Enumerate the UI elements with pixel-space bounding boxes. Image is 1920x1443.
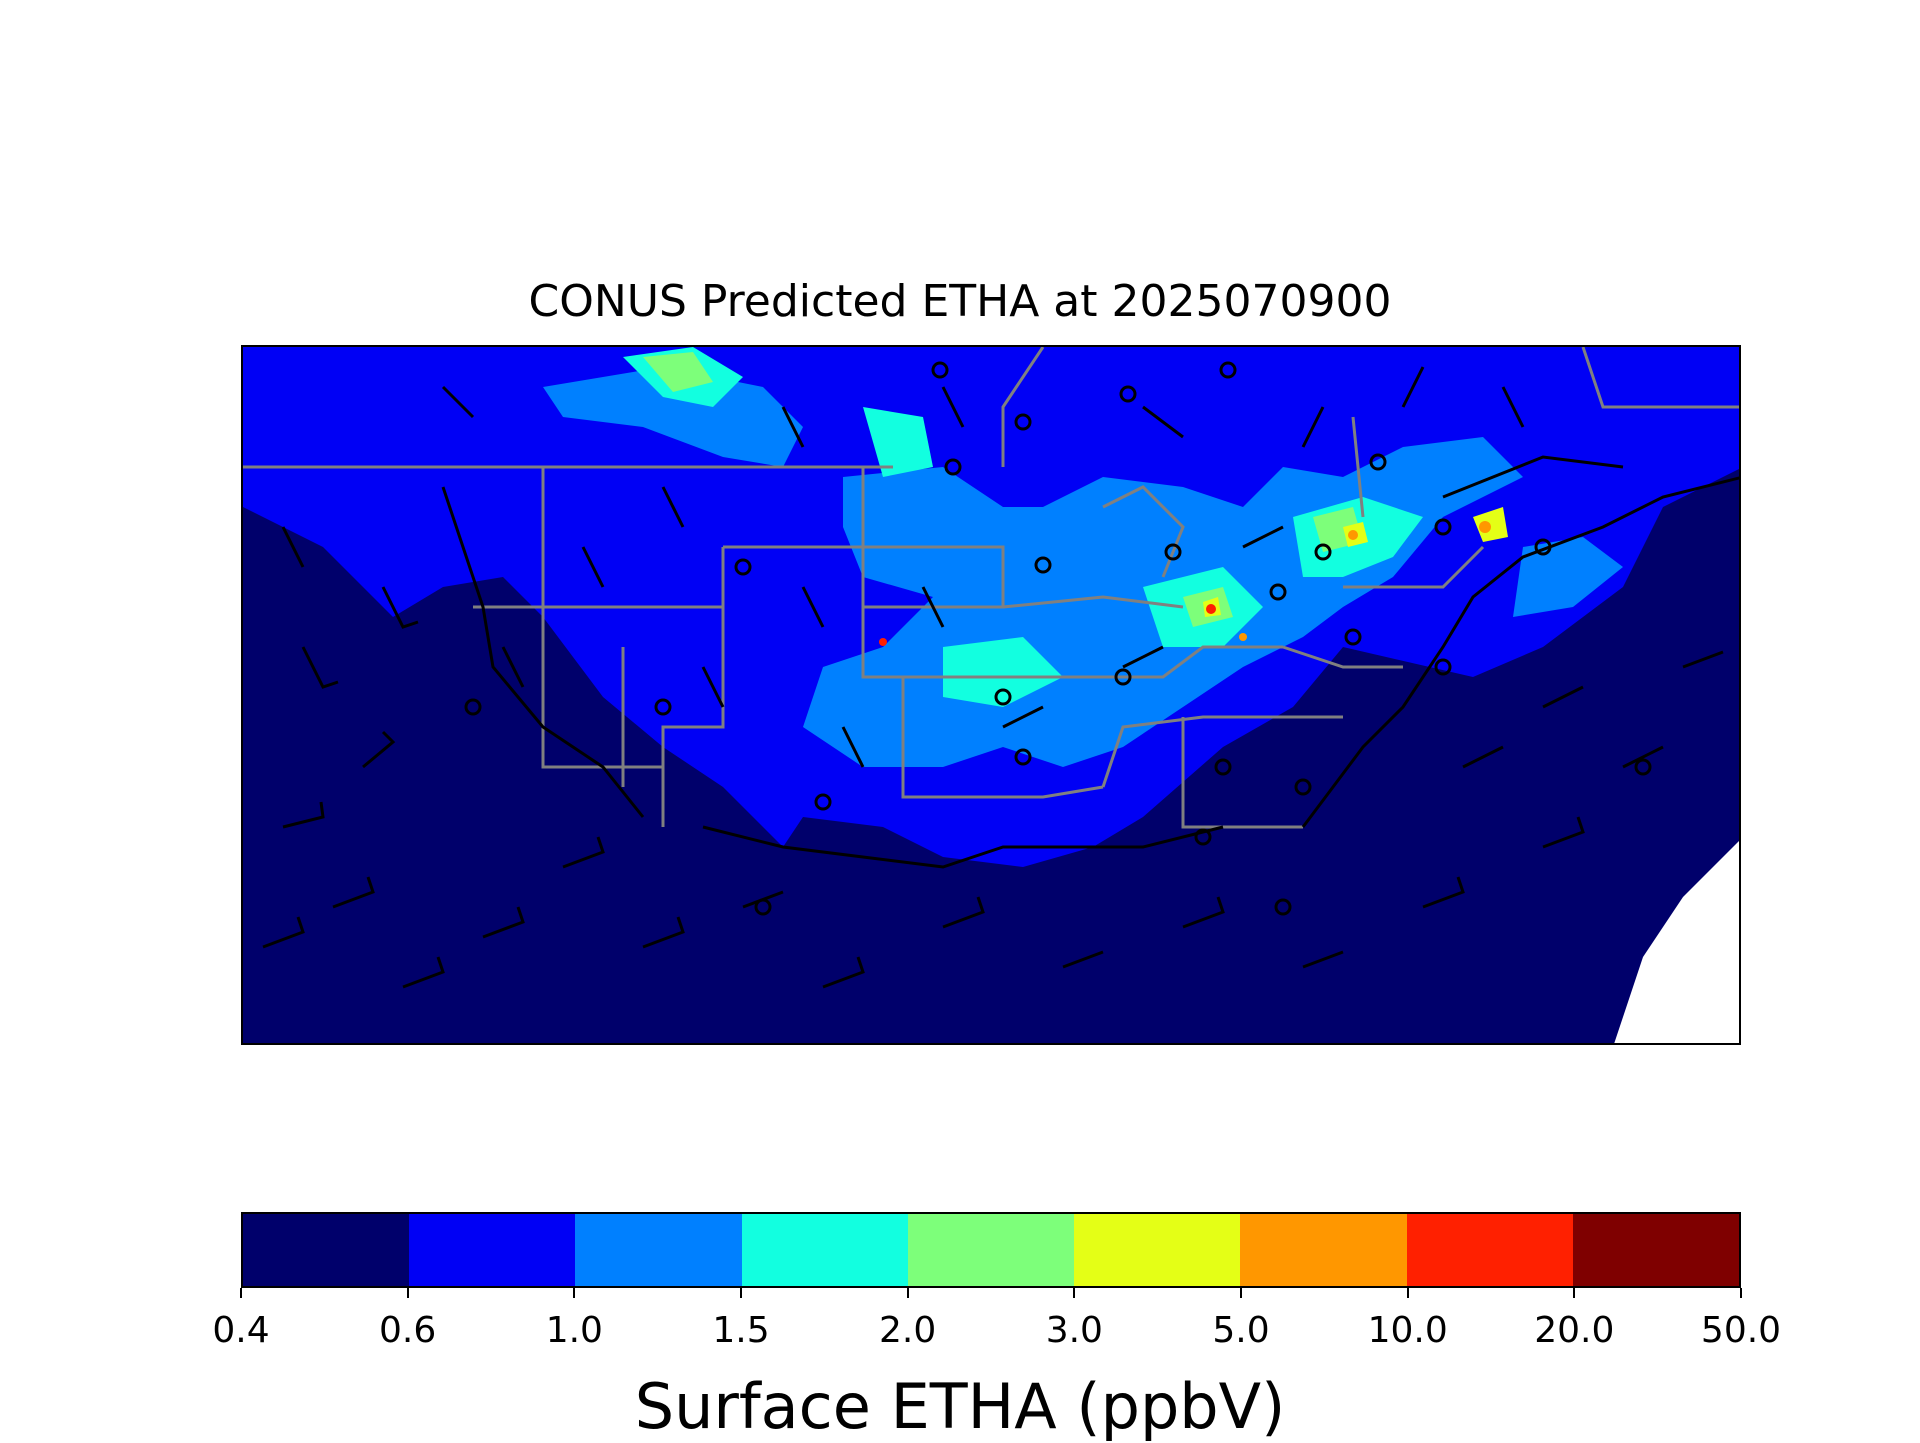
state-boundaries	[243, 347, 1739, 829]
map-plot-area	[241, 345, 1741, 1045]
colorbar-tick	[1240, 1288, 1242, 1298]
colorbar-tick	[1073, 1288, 1076, 1298]
colorbar-segment	[907, 1214, 1075, 1286]
colorbar	[241, 1212, 1741, 1288]
coastlines	[441, 455, 1739, 869]
colorbar-tick-label: 1.5	[712, 1310, 770, 1351]
calm-wind-circles	[464, 361, 1652, 916]
colorbar-tick-label: 2.0	[879, 1310, 937, 1351]
colorbar-segment	[1074, 1214, 1241, 1286]
colorbar-tick-label: 0.4	[212, 1310, 270, 1351]
colorbar-tick	[1573, 1288, 1576, 1298]
field-hotspots	[879, 521, 1491, 646]
colorbar-segment	[1406, 1214, 1573, 1286]
colorbar-tick-label: 50.0	[1700, 1310, 1782, 1351]
colorbar-tick	[406, 1288, 409, 1298]
colorbar-tick	[240, 1288, 242, 1298]
colorbar-tick-label: 1.0	[545, 1310, 603, 1351]
colorbar-ticks	[240, 1288, 1742, 1302]
colorbar-segment	[1240, 1214, 1407, 1286]
colorbar-tick	[1740, 1288, 1742, 1298]
concentration-map	[243, 347, 1739, 1043]
colorbar-label: Surface ETHA (ppbV)	[634, 1370, 1286, 1443]
colorbar-segment	[575, 1214, 742, 1286]
colorbar-tick-label: 10.0	[1367, 1310, 1448, 1351]
colorbar-tick	[573, 1288, 576, 1298]
chart-title: CONUS Predicted ETHA at 2025070900	[528, 276, 1392, 327]
wind-barbs	[262, 366, 1724, 989]
missing-data-region	[1614, 841, 1739, 1043]
colorbar-tick-label: 0.6	[379, 1310, 437, 1351]
colorbar-tick-label: 20.0	[1534, 1310, 1615, 1351]
colorbar-segment	[1572, 1214, 1739, 1286]
colorbar-tick	[740, 1288, 742, 1298]
colorbar-segment	[243, 1214, 410, 1286]
colorbar-tick-label: 3.0	[1045, 1310, 1103, 1351]
colorbar-tick-label: 5.0	[1212, 1310, 1270, 1351]
colorbar-tick	[906, 1288, 909, 1298]
colorbar-segment	[409, 1214, 576, 1286]
colorbar-segment	[741, 1214, 908, 1286]
colorbar-tick	[1406, 1288, 1409, 1298]
